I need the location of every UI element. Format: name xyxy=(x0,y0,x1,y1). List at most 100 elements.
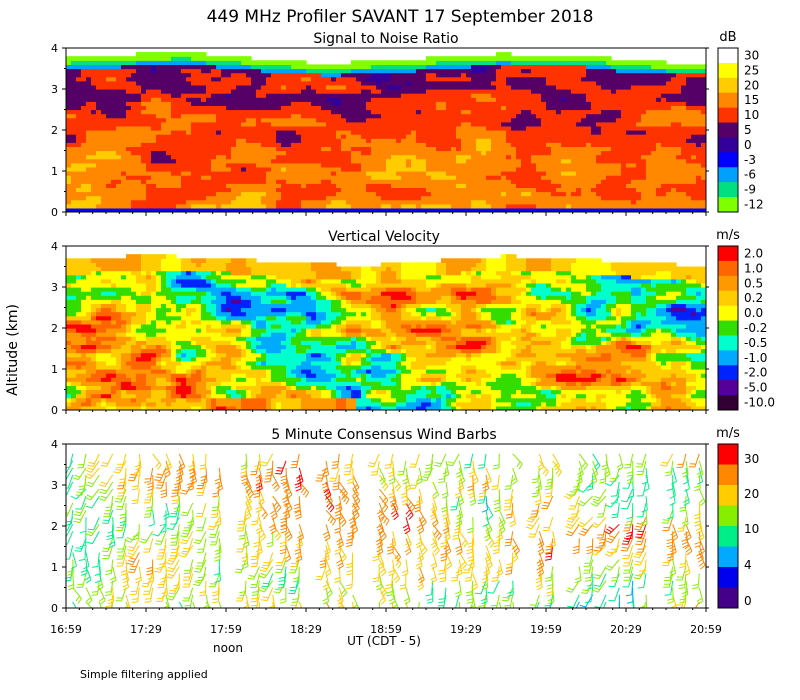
heatmap-cell xyxy=(661,195,667,201)
heatmap-cell xyxy=(216,130,222,135)
heatmap-cell xyxy=(81,113,87,119)
heatmap-cell xyxy=(671,142,677,147)
heatmap-cell xyxy=(531,130,537,135)
heatmap-cell xyxy=(121,125,127,131)
heatmap-cell xyxy=(486,187,492,193)
heatmap-cell xyxy=(496,113,502,119)
heatmap-cell xyxy=(251,105,257,111)
heatmap-cell xyxy=(146,134,152,139)
heatmap-cell xyxy=(261,191,267,197)
heatmap-cell xyxy=(301,80,307,86)
heatmap-cell xyxy=(216,187,222,193)
heatmap-cell xyxy=(76,166,82,172)
heatmap-cell xyxy=(661,113,667,119)
heatmap-cell xyxy=(376,80,382,86)
heatmap-cell xyxy=(491,171,497,176)
heatmap-cell xyxy=(391,195,397,201)
heatmap-cell xyxy=(171,130,177,135)
heatmap-cell xyxy=(271,138,277,143)
heatmap-cell xyxy=(681,117,687,123)
heatmap-cell xyxy=(421,68,427,74)
heatmap-cell xyxy=(286,125,292,131)
heatmap-cell xyxy=(461,72,467,78)
heatmap-cell xyxy=(626,76,632,82)
heatmap-cell xyxy=(336,146,342,152)
heatmap-cell xyxy=(411,105,417,111)
heatmap-cell xyxy=(646,80,652,86)
heatmap-cell xyxy=(531,105,537,111)
heatmap-cell xyxy=(341,154,347,160)
heatmap-cell xyxy=(451,138,457,143)
heatmap-cell xyxy=(201,80,207,86)
heatmap-cell xyxy=(381,195,387,201)
colorbar-swatch xyxy=(718,197,738,213)
heatmap-cell xyxy=(181,191,187,197)
heatmap-cell xyxy=(686,175,692,180)
heatmap-cell xyxy=(211,187,217,193)
heatmap-cell xyxy=(406,207,412,212)
heatmap-cell xyxy=(501,105,507,111)
heatmap-cell xyxy=(226,121,232,127)
heatmap-cell xyxy=(186,60,192,65)
heatmap-cell xyxy=(486,89,492,94)
heatmap-cell xyxy=(216,80,222,86)
heatmap-cell xyxy=(611,125,617,131)
heatmap-cell xyxy=(461,97,467,102)
heatmap-cell xyxy=(101,56,107,61)
heatmap-cell xyxy=(71,282,77,288)
heatmap-cell xyxy=(676,125,682,131)
heatmap-cell xyxy=(226,191,232,197)
heatmap-cell xyxy=(426,101,432,106)
heatmap-cell xyxy=(271,93,277,98)
heatmap-cell xyxy=(71,80,77,86)
heatmap-cell xyxy=(661,64,667,70)
heatmap-cell xyxy=(291,101,297,106)
heatmap-cell xyxy=(521,195,527,201)
heatmap-cell xyxy=(556,121,562,127)
heatmap-cell xyxy=(501,93,507,98)
heatmap-cell xyxy=(461,105,467,111)
heatmap-cell xyxy=(66,311,72,317)
heatmap-cell xyxy=(631,203,637,209)
heatmap-cell xyxy=(636,150,642,156)
heatmap-cell xyxy=(536,117,542,123)
heatmap-cell xyxy=(186,187,192,193)
heatmap-cell xyxy=(651,195,657,201)
heatmap-cell xyxy=(531,134,537,139)
heatmap-cell xyxy=(516,150,522,156)
heatmap-cell xyxy=(521,64,527,70)
heatmap-cell xyxy=(306,72,312,78)
heatmap-cell xyxy=(611,80,617,86)
heatmap-cell xyxy=(421,150,427,156)
heatmap-cell xyxy=(281,207,287,212)
heatmap-cell xyxy=(266,84,272,90)
heatmap-cell xyxy=(136,68,142,74)
heatmap-cell xyxy=(356,80,362,86)
heatmap-cell xyxy=(506,179,512,184)
heatmap-cell xyxy=(81,80,87,86)
heatmap-cell xyxy=(551,125,557,131)
heatmap-cell xyxy=(626,195,632,201)
heatmap-cell xyxy=(356,130,362,135)
heatmap-cell xyxy=(281,166,287,172)
heatmap-cell xyxy=(116,187,122,193)
heatmap-cell xyxy=(191,150,197,156)
heatmap-cell xyxy=(256,179,262,184)
heatmap-cell xyxy=(101,60,107,65)
heatmap-cell xyxy=(471,138,477,143)
heatmap-cell xyxy=(346,171,352,176)
heatmap-cell xyxy=(116,130,122,135)
heatmap-cell xyxy=(321,183,327,188)
heatmap-cell xyxy=(266,171,272,176)
heatmap-cell xyxy=(306,134,312,139)
heatmap-cell xyxy=(351,72,357,78)
heatmap-cell xyxy=(651,183,657,188)
heatmap-cell xyxy=(471,68,477,74)
heatmap-cell xyxy=(466,105,472,111)
heatmap-cell xyxy=(356,113,362,119)
heatmap-cell xyxy=(176,113,182,119)
heatmap-cell xyxy=(586,113,592,119)
heatmap-cell xyxy=(566,56,572,61)
heatmap-cell xyxy=(151,171,157,176)
heatmap-cell xyxy=(571,117,577,123)
